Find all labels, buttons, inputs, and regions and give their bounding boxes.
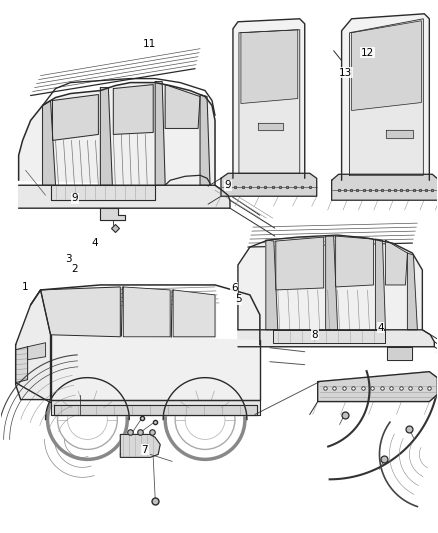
Polygon shape xyxy=(19,83,215,185)
Polygon shape xyxy=(16,347,28,383)
Polygon shape xyxy=(173,290,215,337)
Polygon shape xyxy=(221,173,317,196)
Polygon shape xyxy=(165,85,200,128)
Text: 6: 6 xyxy=(231,282,237,293)
Polygon shape xyxy=(155,82,165,185)
Text: 13: 13 xyxy=(339,68,352,78)
Polygon shape xyxy=(16,290,50,400)
Polygon shape xyxy=(42,101,56,185)
Text: 9: 9 xyxy=(71,193,78,204)
Polygon shape xyxy=(100,208,125,220)
Polygon shape xyxy=(385,240,407,285)
Polygon shape xyxy=(336,236,374,287)
Polygon shape xyxy=(266,240,278,330)
Polygon shape xyxy=(233,19,305,178)
Text: 12: 12 xyxy=(361,48,374,58)
Polygon shape xyxy=(273,330,385,343)
Text: 8: 8 xyxy=(312,329,318,340)
Polygon shape xyxy=(124,287,170,337)
Polygon shape xyxy=(50,185,155,200)
Polygon shape xyxy=(318,372,437,401)
Polygon shape xyxy=(53,405,257,415)
Polygon shape xyxy=(388,347,413,360)
Polygon shape xyxy=(350,19,424,175)
Text: 4: 4 xyxy=(377,322,384,333)
Polygon shape xyxy=(53,94,99,140)
Polygon shape xyxy=(342,14,429,180)
Polygon shape xyxy=(28,343,46,360)
Polygon shape xyxy=(50,335,260,400)
Polygon shape xyxy=(386,131,413,139)
Polygon shape xyxy=(19,185,230,208)
Text: 5: 5 xyxy=(235,294,242,304)
Polygon shape xyxy=(120,434,160,457)
Polygon shape xyxy=(375,239,385,330)
Text: 9: 9 xyxy=(224,180,231,190)
Polygon shape xyxy=(407,253,417,330)
Polygon shape xyxy=(100,87,112,185)
Polygon shape xyxy=(258,124,283,131)
Polygon shape xyxy=(332,174,438,200)
Polygon shape xyxy=(238,330,434,347)
Polygon shape xyxy=(241,30,298,103)
Polygon shape xyxy=(113,85,153,134)
Polygon shape xyxy=(238,235,422,330)
Text: 2: 2 xyxy=(71,264,78,274)
Polygon shape xyxy=(200,94,210,185)
Polygon shape xyxy=(239,30,300,173)
Polygon shape xyxy=(276,237,324,290)
Text: 3: 3 xyxy=(65,254,72,263)
Text: 11: 11 xyxy=(142,39,156,50)
Polygon shape xyxy=(50,400,260,415)
Text: 7: 7 xyxy=(141,445,148,455)
Polygon shape xyxy=(41,287,120,337)
Text: 4: 4 xyxy=(91,238,98,248)
Polygon shape xyxy=(326,236,338,330)
Text: 1: 1 xyxy=(21,281,28,292)
Polygon shape xyxy=(352,21,421,110)
